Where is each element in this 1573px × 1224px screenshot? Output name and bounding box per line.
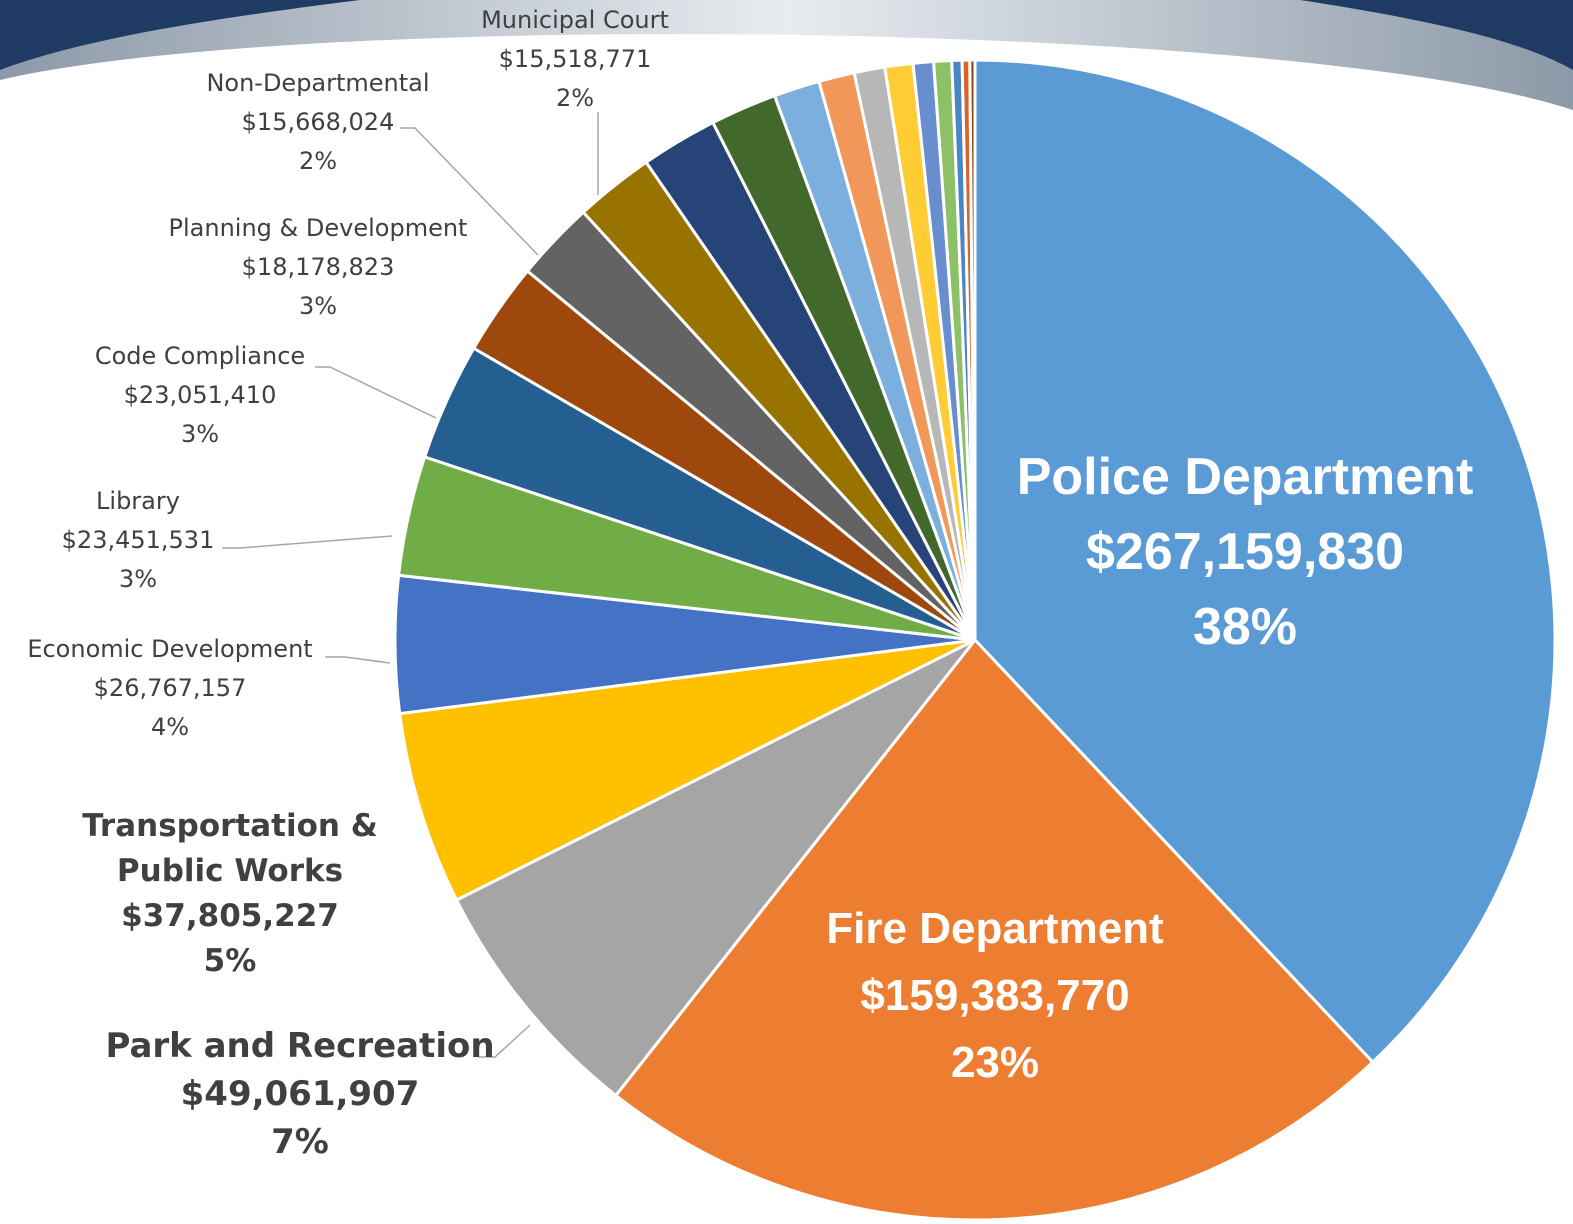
- slice-label: Code Compliance $23,051,410 3%: [50, 337, 350, 454]
- label-percent: 7%: [271, 1122, 329, 1162]
- label-name: Fire Department: [826, 904, 1164, 953]
- label-name: Transportation & Public Works: [82, 808, 378, 889]
- label-name: Municipal Court: [481, 6, 669, 34]
- label-value: $267,159,830: [1085, 523, 1405, 581]
- slice-label: Library $23,451,531 3%: [8, 482, 268, 599]
- slice-label: Police Department $267,159,830 38%: [945, 440, 1545, 665]
- banner: [0, 0, 1573, 110]
- label-percent: 3%: [298, 292, 338, 320]
- pie-slice: [398, 638, 976, 903]
- label-name: Park and Recreation: [105, 1026, 495, 1066]
- label-percent: 3%: [180, 420, 220, 448]
- label-percent: 2%: [298, 147, 338, 175]
- label-value: $37,805,227: [121, 898, 339, 934]
- pie-slice: [454, 638, 977, 1098]
- leader-line: [478, 1024, 531, 1058]
- pie-slice: [613, 637, 1375, 1222]
- leader-line: [222, 535, 393, 549]
- label-percent: 3%: [118, 565, 158, 593]
- label-value: $15,668,024: [241, 108, 395, 136]
- leader-line: [400, 127, 539, 256]
- label-name: Planning & Development: [168, 214, 468, 242]
- label-value: $159,383,770: [860, 971, 1130, 1020]
- label-name: Code Compliance: [94, 342, 306, 370]
- slice-label: Planning & Development $18,178,823 3%: [138, 209, 498, 326]
- leaders: [222, 112, 599, 1058]
- slice-label: Economic Development $26,767,157 4%: [0, 630, 350, 747]
- leader-line: [315, 366, 437, 419]
- label-value: $26,767,157: [93, 674, 247, 702]
- slice-label: Transportation & Public Works $37,805,227…: [40, 804, 420, 984]
- label-value: $23,051,410: [123, 381, 277, 409]
- label-name: Non-Departmental: [206, 69, 430, 97]
- slice-label: Municipal Court $15,518,771 2%: [445, 1, 705, 118]
- label-value: $15,518,771: [498, 45, 652, 73]
- label-name: Economic Development: [27, 635, 313, 663]
- banner-right: [1300, 0, 1573, 70]
- label-value: $18,178,823: [241, 253, 395, 281]
- slice-label: Fire Department $159,383,770 23%: [745, 895, 1245, 1096]
- leader-line: [325, 656, 391, 664]
- pie-slice: [973, 58, 1557, 1065]
- label-percent: 4%: [150, 713, 190, 741]
- label-value: $49,061,907: [180, 1074, 420, 1114]
- label-percent: 38%: [1192, 598, 1298, 656]
- label-name: Library: [96, 487, 180, 515]
- label-value: $23,451,531: [61, 526, 215, 554]
- slices: [393, 58, 1557, 1222]
- label-percent: 2%: [555, 84, 595, 112]
- pie-slice: [968, 58, 977, 641]
- label-name: Police Department: [1016, 448, 1474, 506]
- label-percent: 23%: [950, 1038, 1040, 1087]
- slice-label: Park and Recreation $49,061,907 7%: [90, 1022, 510, 1166]
- banner-left: [0, 0, 360, 70]
- slice-label: Non-Departmental $15,668,024 2%: [168, 64, 468, 181]
- label-percent: 5%: [203, 943, 257, 979]
